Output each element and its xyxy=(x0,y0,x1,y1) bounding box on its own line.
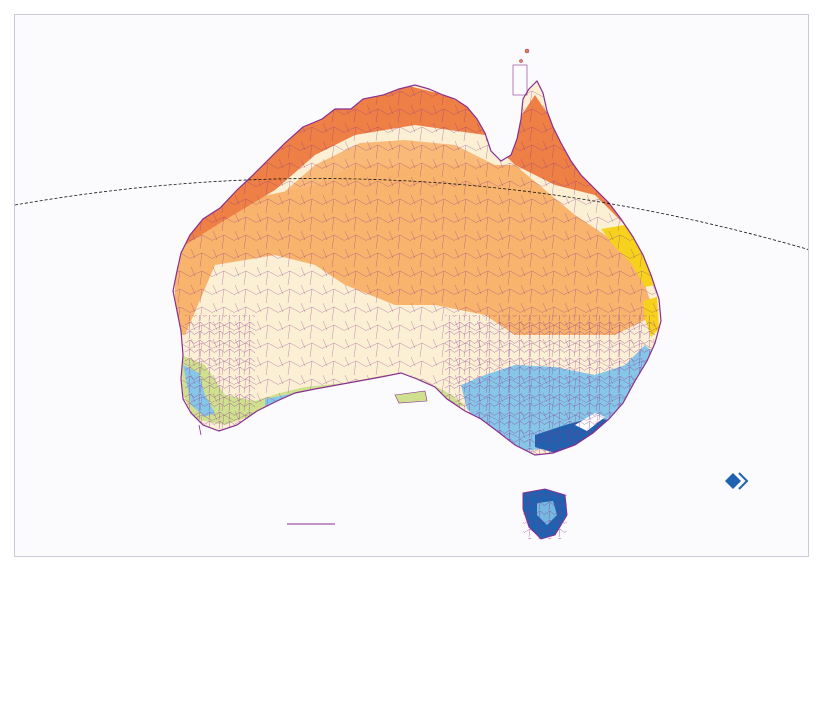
climate-zone-map xyxy=(14,14,809,557)
islands xyxy=(394,48,530,404)
abcb-logo xyxy=(725,472,749,490)
tasmania xyxy=(522,488,568,540)
coastline xyxy=(172,79,662,456)
map-svg xyxy=(15,48,808,540)
abcb-logo-mark xyxy=(725,473,741,489)
zone-fills xyxy=(173,81,661,455)
tropic-of-capricorn xyxy=(15,178,808,250)
